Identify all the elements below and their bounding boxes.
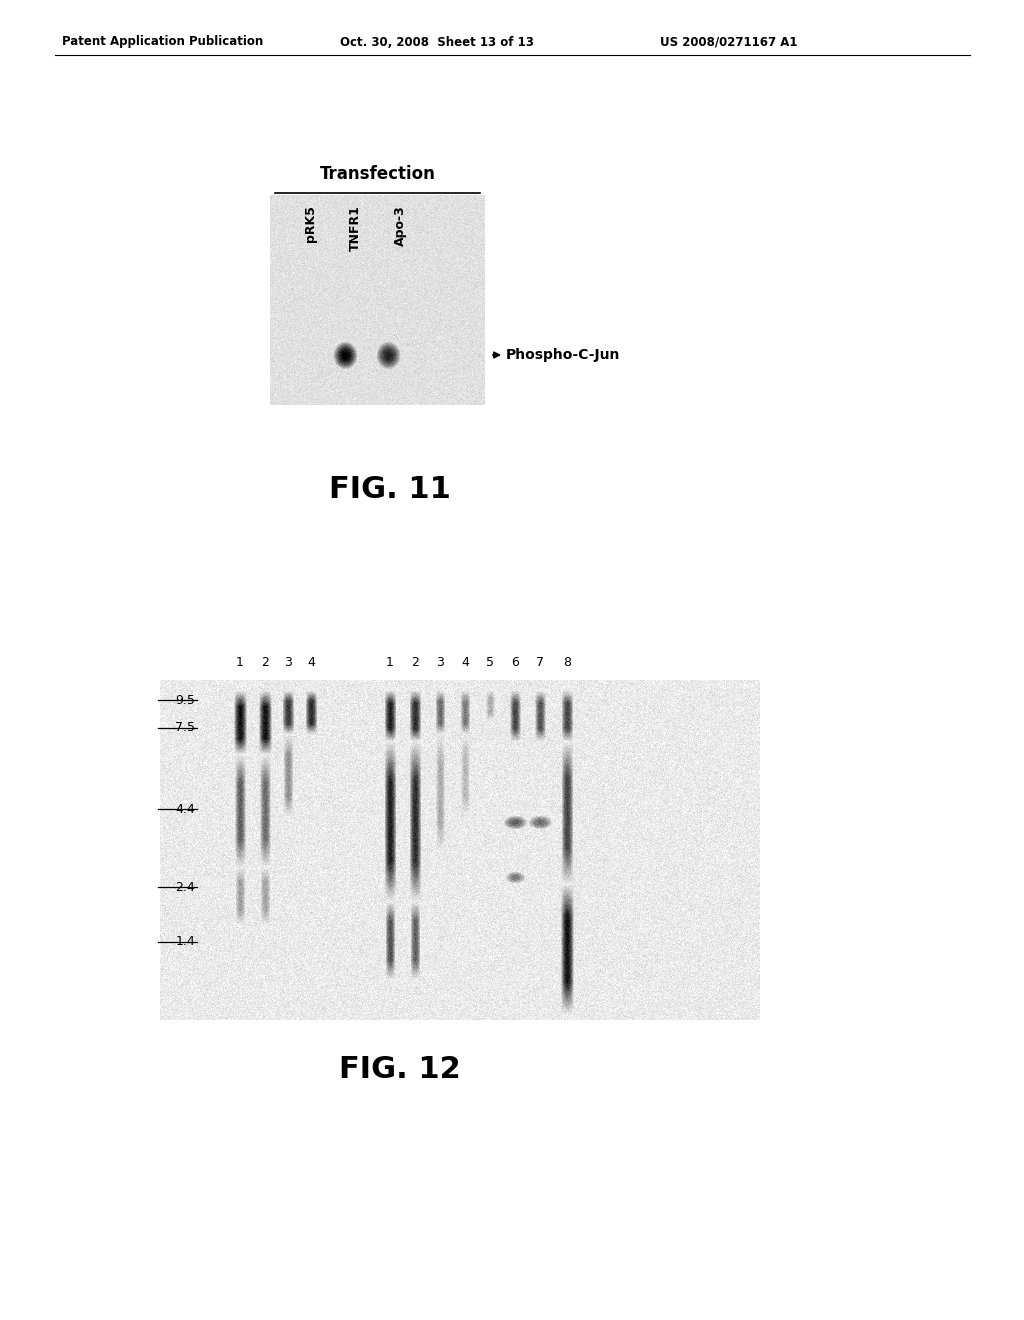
- Text: 5: 5: [486, 656, 494, 669]
- Text: 4.4: 4.4: [175, 803, 195, 816]
- Text: US 2008/0271167 A1: US 2008/0271167 A1: [660, 36, 798, 49]
- Text: TNFR1: TNFR1: [348, 205, 361, 251]
- Text: 6: 6: [511, 656, 519, 669]
- Text: 3: 3: [284, 656, 292, 669]
- Text: 7.5: 7.5: [175, 721, 195, 734]
- Text: Patent Application Publication: Patent Application Publication: [62, 36, 263, 49]
- Text: Transfection: Transfection: [319, 165, 435, 183]
- Text: FIG. 11: FIG. 11: [329, 475, 451, 504]
- Text: 7: 7: [536, 656, 544, 669]
- Text: 1: 1: [386, 656, 394, 669]
- Text: Apo-3: Apo-3: [393, 205, 407, 246]
- Text: 4: 4: [307, 656, 315, 669]
- Text: Phospho-C-Jun: Phospho-C-Jun: [506, 348, 621, 362]
- Text: 3: 3: [436, 656, 444, 669]
- Text: 2: 2: [261, 656, 269, 669]
- Text: 9.5: 9.5: [175, 694, 195, 708]
- Text: 1.4: 1.4: [175, 936, 195, 948]
- Text: FIG. 12: FIG. 12: [339, 1056, 461, 1085]
- Text: pRK5: pRK5: [303, 205, 316, 242]
- Text: 8: 8: [563, 656, 571, 669]
- Text: 1: 1: [237, 656, 244, 669]
- Text: 2.4: 2.4: [175, 880, 195, 894]
- Text: Oct. 30, 2008  Sheet 13 of 13: Oct. 30, 2008 Sheet 13 of 13: [340, 36, 534, 49]
- Text: 2: 2: [411, 656, 419, 669]
- Text: 4: 4: [461, 656, 469, 669]
